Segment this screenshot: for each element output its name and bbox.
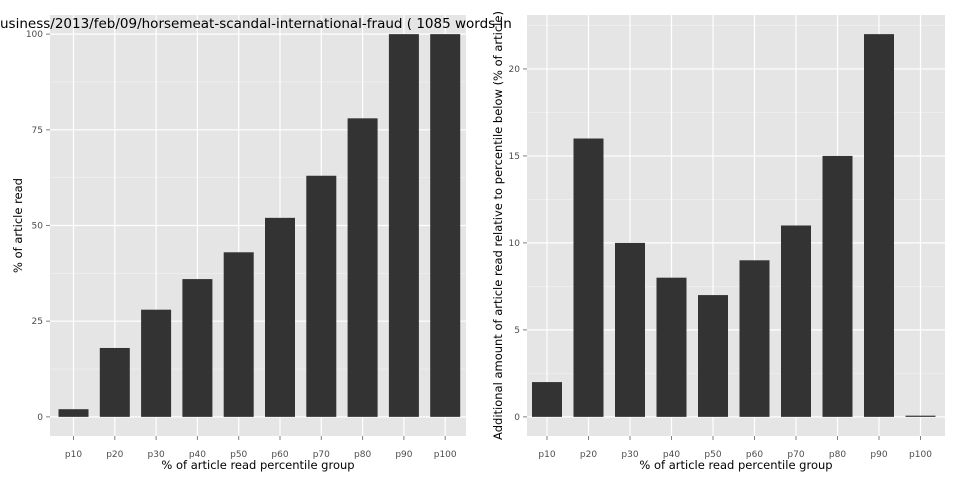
bar-p30 — [141, 309, 172, 417]
bar-p100 — [905, 415, 936, 417]
x-tick-label: p80 — [354, 450, 371, 460]
x-tick-label: p60 — [746, 450, 763, 460]
y-tick-label: 0 — [514, 413, 520, 423]
x-tick-label: p30 — [621, 450, 638, 460]
bar-p80 — [347, 118, 378, 417]
left-y-ticks: 0 25 50 75 100 — [26, 30, 50, 423]
x-tick-label: p80 — [829, 450, 846, 460]
y-tick-label: 75 — [32, 126, 43, 136]
bar-p50 — [698, 295, 728, 417]
bar-p60 — [739, 260, 770, 417]
x-tick-label: p70 — [787, 450, 804, 460]
bar-p40 — [182, 279, 213, 417]
x-tick-label: p20 — [106, 450, 123, 460]
y-tick-label: 10 — [509, 239, 521, 249]
left-chart-title: usiness/2013/feb/09/horsemeat-scandal-in… — [0, 16, 512, 32]
x-tick-label: p90 — [395, 450, 412, 460]
bar-p90 — [864, 34, 894, 417]
x-tick-label: p40 — [189, 450, 206, 460]
y-tick-label: 50 — [32, 222, 44, 232]
x-tick-label: p40 — [663, 450, 680, 460]
x-tick-label: p30 — [148, 450, 165, 460]
x-tick-label: p70 — [313, 450, 330, 460]
right-y-axis-label: Additional amount of article read relati… — [491, 11, 505, 440]
x-tick-label: p60 — [271, 450, 288, 460]
bar-p40 — [656, 277, 687, 417]
bar-p90 — [388, 34, 419, 417]
x-tick-label: p20 — [580, 450, 597, 460]
x-tick-label: p50 — [704, 450, 721, 460]
left-bars — [58, 34, 461, 417]
left-y-axis-label: % of article read — [11, 178, 25, 273]
right-bars — [532, 34, 936, 417]
bar-p20 — [573, 138, 604, 417]
left-x-axis-label: % of article read percentile group — [161, 458, 354, 472]
bar-p80 — [822, 155, 853, 417]
bar-p10 — [532, 382, 562, 417]
y-tick-label: 100 — [26, 30, 43, 40]
y-tick-label: 20 — [509, 65, 521, 75]
bar-p100 — [430, 34, 461, 417]
x-tick-label: p10 — [65, 450, 82, 460]
x-tick-label: p10 — [538, 450, 555, 460]
bar-p30 — [615, 242, 645, 417]
right-x-ticks: p10 p20 p30 p40 p50 p60 p70 p80 p90 p100 — [538, 436, 932, 460]
y-tick-label: 15 — [509, 152, 520, 162]
left-x-ticks: p10 p20 p30 p40 p50 p60 p70 p80 p90 p100 — [65, 436, 457, 460]
y-tick-label: 25 — [32, 317, 43, 327]
bar-p10 — [58, 409, 89, 417]
x-tick-label: p50 — [230, 450, 247, 460]
bar-p70 — [306, 175, 337, 417]
y-tick-label: 5 — [514, 326, 520, 336]
bar-p20 — [99, 347, 130, 417]
right-y-ticks: 0 5 10 15 20 — [509, 65, 527, 423]
bar-p70 — [781, 225, 811, 417]
y-tick-label: 0 — [37, 413, 43, 423]
x-tick-label: p90 — [870, 450, 887, 460]
x-tick-label: p100 — [909, 450, 932, 460]
right-chart: 0 5 10 15 20 p10 p20 p30 p40 p50 p60 p70 p80 p90 p100… — [491, 11, 945, 472]
right-x-axis-label: % of article read percentile group — [639, 458, 832, 472]
bar-p50 — [223, 252, 254, 417]
bar-p60 — [265, 217, 295, 417]
x-tick-label: p100 — [434, 450, 457, 460]
